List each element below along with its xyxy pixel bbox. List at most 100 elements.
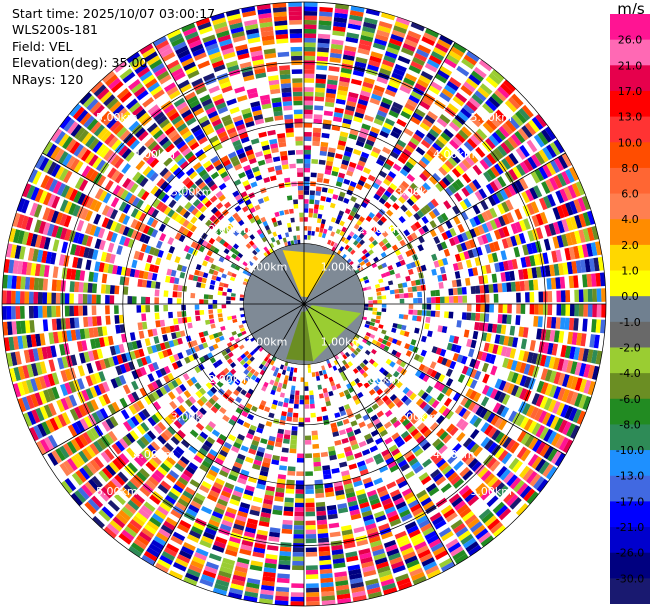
velocity-gate	[127, 341, 134, 351]
velocity-gate	[548, 384, 558, 398]
velocity-gate	[266, 66, 278, 73]
velocity-gate	[420, 349, 427, 357]
velocity-gate	[139, 387, 148, 397]
velocity-gate	[183, 576, 198, 586]
velocity-gate	[181, 109, 192, 119]
velocity-gate	[89, 443, 100, 456]
velocity-gate	[515, 373, 524, 385]
velocity-gate	[125, 432, 136, 444]
velocity-gate	[367, 587, 382, 595]
velocity-gate	[305, 507, 315, 512]
velocity-gate	[209, 214, 217, 222]
velocity-gate	[479, 83, 493, 95]
velocity-gate	[202, 144, 213, 153]
velocity-gate	[139, 233, 147, 243]
velocity-gate	[131, 391, 140, 402]
velocity-gate	[205, 473, 216, 482]
velocity-gate	[179, 519, 192, 530]
velocity-gate	[375, 561, 390, 570]
velocity-gate	[508, 457, 520, 470]
velocity-gate	[93, 124, 105, 137]
velocity-gate	[210, 386, 218, 394]
velocity-gate	[163, 459, 174, 470]
velocity-gate	[499, 188, 509, 201]
velocity-gate	[201, 260, 208, 267]
velocity-gate	[57, 357, 65, 370]
velocity-gate	[413, 464, 424, 474]
velocity-gate	[116, 354, 124, 365]
velocity-gate	[333, 17, 348, 24]
velocity-gate	[186, 534, 200, 544]
velocity-gate	[224, 549, 238, 557]
velocity-gate	[554, 435, 566, 449]
velocity-gate	[232, 490, 243, 498]
velocity-gate	[42, 192, 52, 206]
velocity-gate	[171, 379, 179, 388]
velocity-gate	[264, 406, 271, 413]
velocity-gate	[428, 128, 440, 138]
velocity-gate	[462, 537, 477, 549]
velocity-gate	[342, 418, 350, 425]
velocity-gate	[243, 531, 256, 539]
velocity-gate	[102, 393, 111, 405]
velocity-gate	[110, 196, 120, 208]
velocity-gate	[164, 494, 177, 505]
velocity-gate	[239, 156, 248, 164]
velocity-gate	[246, 87, 258, 95]
velocity-gate	[277, 428, 285, 435]
velocity-gate	[214, 457, 224, 466]
velocity-gate	[304, 42, 316, 48]
velocity-gate	[188, 529, 202, 539]
velocity-gate	[86, 429, 96, 442]
velocity-gate	[138, 508, 151, 520]
velocity-gate	[20, 276, 26, 290]
velocity-gate	[446, 423, 456, 434]
velocity-gate	[204, 527, 217, 536]
velocity-gate	[459, 252, 466, 261]
velocity-gate	[259, 516, 271, 523]
velocity-gate	[253, 459, 262, 466]
velocity-gate	[580, 259, 587, 273]
velocity-gate	[406, 454, 416, 463]
velocity-gate	[600, 319, 606, 334]
velocity-gate	[364, 323, 370, 329]
velocity-gate	[242, 70, 254, 78]
velocity-gate	[192, 161, 202, 171]
velocity-gate	[28, 291, 34, 304]
velocity-gate	[365, 340, 372, 346]
velocity-gate	[87, 498, 100, 512]
velocity-gate	[383, 55, 396, 64]
velocity-gate	[52, 180, 62, 194]
velocity-gate	[565, 360, 574, 374]
velocity-gate	[129, 519, 143, 531]
velocity-gate	[453, 336, 460, 344]
velocity-gate	[206, 452, 216, 461]
velocity-gate	[284, 501, 294, 508]
velocity-gate	[71, 422, 82, 435]
velocity-gate	[187, 154, 197, 164]
velocity-gate	[70, 354, 78, 366]
velocity-gate	[11, 321, 18, 335]
velocity-gate	[527, 420, 538, 434]
velocity-gate	[356, 164, 364, 171]
velocity-gate	[440, 212, 449, 222]
velocity-gate	[323, 373, 329, 380]
velocity-gate	[207, 179, 216, 188]
velocity-gate	[176, 395, 185, 404]
velocity-gate	[345, 146, 354, 153]
velocity-gate	[231, 30, 245, 39]
velocity-gate	[533, 476, 545, 490]
velocity-gate	[212, 270, 219, 276]
velocity-gate	[395, 261, 402, 268]
velocity-gate	[74, 244, 82, 257]
velocity-gate	[138, 348, 145, 358]
velocity-gate	[188, 274, 194, 281]
velocity-gate	[392, 68, 406, 77]
velocity-gate	[246, 577, 261, 585]
velocity-gate	[236, 453, 246, 461]
velocity-gate	[262, 503, 273, 510]
velocity-gate	[311, 159, 319, 164]
velocity-gate	[557, 387, 566, 401]
velocity-gate	[246, 173, 255, 180]
velocity-gate	[304, 46, 316, 52]
